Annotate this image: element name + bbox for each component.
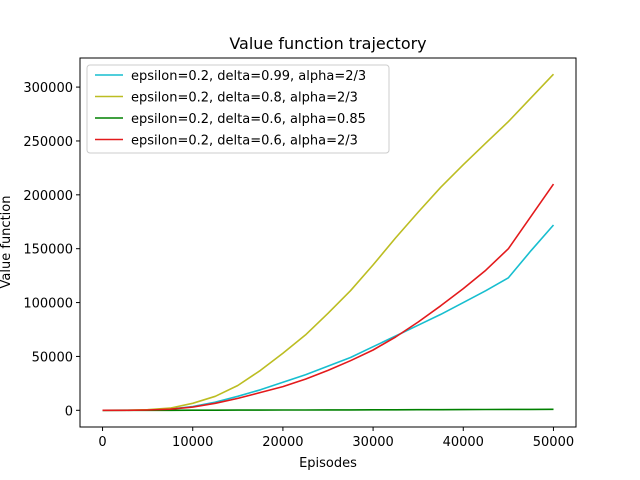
- axes-frame: [79, 57, 577, 428]
- legend-label-1: epsilon=0.2, delta=0.99, alpha=2/3: [131, 69, 366, 84]
- series-line-2: [102, 73, 555, 412]
- x-tick-label: 50000: [533, 435, 574, 450]
- legend-label-3: epsilon=0.2, delta=0.6, alpha=0.85: [131, 112, 366, 127]
- y-tick-label: 200000: [23, 189, 73, 204]
- legend: epsilon=0.2, delta=0.99, alpha=2/3 epsilo…: [86, 64, 390, 154]
- y-tick-label: 300000: [23, 81, 73, 96]
- y-tick-label: 100000: [23, 297, 73, 312]
- x-tick-label: 10000: [172, 435, 213, 450]
- series-line-4: [102, 183, 555, 412]
- legend-label-2: epsilon=0.2, delta=0.8, alpha=2/3: [131, 91, 358, 106]
- series-lines: [102, 73, 555, 412]
- y-axis-label: Value function: [0, 196, 14, 289]
- y-tick-label: 50000: [32, 350, 73, 365]
- chart-title: Value function trajectory: [229, 34, 426, 53]
- y-tick-label: 150000: [23, 243, 73, 258]
- x-tick-label: 40000: [443, 435, 484, 450]
- x-tick-label: 0: [98, 435, 106, 450]
- plot-area: 0 10000 20000 30000 40000 50000 0 50000 100000 1…: [23, 57, 577, 450]
- legend-box: [86, 64, 390, 154]
- x-axis-ticks: 0 10000 20000 30000 40000 50000: [98, 427, 574, 450]
- y-axis-ticks: 0 50000 100000 150000 200000 250000 300000: [23, 81, 80, 419]
- x-tick-label: 20000: [262, 435, 303, 450]
- legend-label-4: epsilon=0.2, delta=0.6, alpha=2/3: [131, 134, 358, 149]
- x-tick-label: 30000: [352, 435, 393, 450]
- y-tick-label: 250000: [23, 135, 73, 150]
- y-tick-label: 0: [65, 404, 73, 419]
- x-axis-label: Episodes: [299, 456, 357, 471]
- series-line-3: [102, 408, 554, 412]
